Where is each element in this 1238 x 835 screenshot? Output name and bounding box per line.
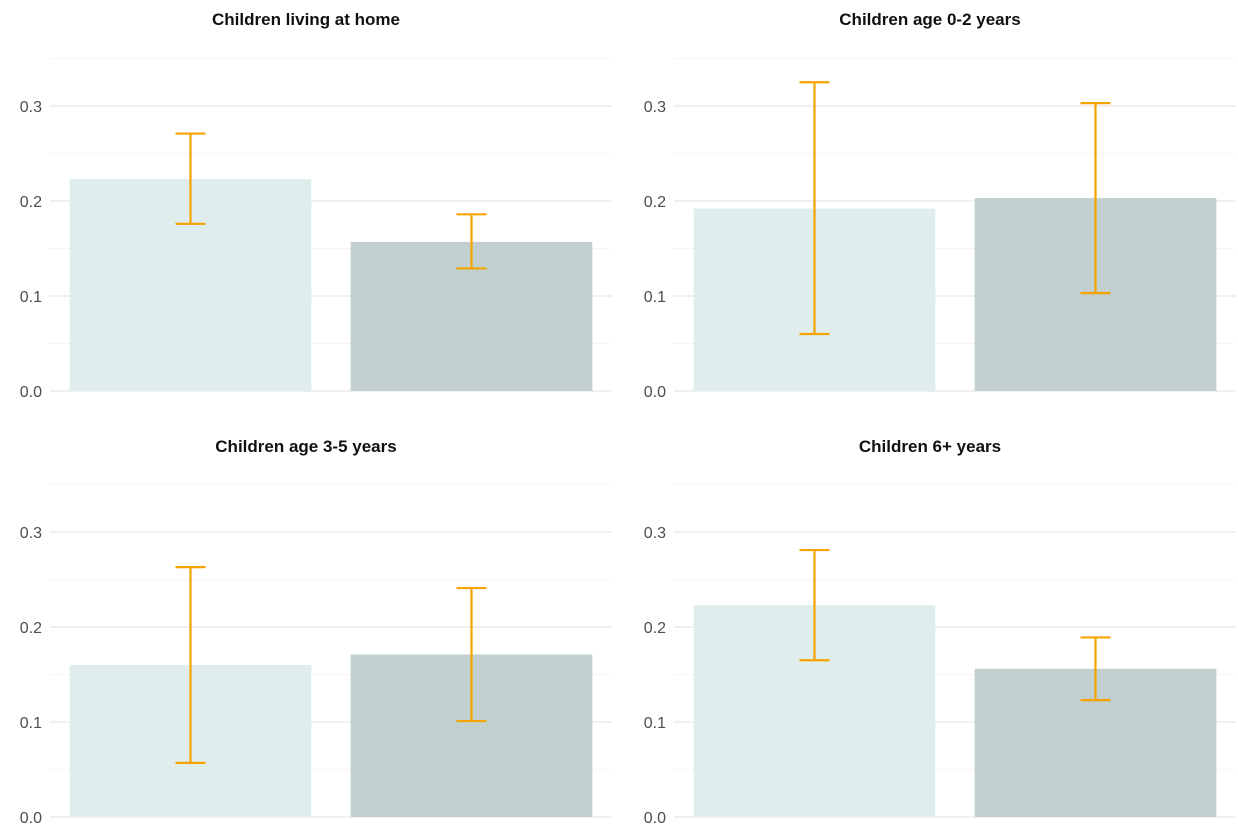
error-bar: [799, 548, 830, 662]
chart-panel: 0.0 0.1 0.2 0.3 Children living at home: [20, 10, 612, 401]
y-tick-label: 0.1: [20, 715, 42, 732]
y-tick-label: 0.0: [644, 810, 666, 827]
y-tick-label: 0.3: [644, 99, 666, 116]
panel-title: Children living at home: [212, 10, 400, 29]
error-bar: [1080, 636, 1111, 702]
y-tick-label: 0.2: [644, 620, 666, 637]
chart-panel: 0.0 0.1 0.2 0.3 Children 6+ years: [644, 437, 1236, 827]
y-tick-label: 0.3: [20, 525, 42, 542]
y-tick-label: 0.2: [644, 194, 666, 211]
error-bar: [456, 586, 487, 723]
error-bar: [799, 81, 830, 336]
y-tick-label: 0.1: [20, 289, 42, 306]
panel-title: Children age 0-2 years: [839, 10, 1020, 29]
error-bar: [175, 132, 206, 225]
y-tick-label: 0.1: [644, 715, 666, 732]
y-tick-label: 0.2: [20, 194, 42, 211]
y-tick-label: 0.0: [20, 384, 42, 401]
y-tick-label: 0.0: [644, 384, 666, 401]
error-bar: [1080, 102, 1111, 295]
y-tick-label: 0.3: [644, 525, 666, 542]
chart-panel: 0.0 0.1 0.2 0.3 Children age 0-2 years: [644, 10, 1236, 401]
error-bar: [175, 566, 206, 764]
error-bar: [456, 213, 487, 270]
y-tick-label: 0.1: [644, 289, 666, 306]
panel-title: Children age 3-5 years: [215, 437, 396, 456]
panel-title: Children 6+ years: [859, 437, 1001, 456]
y-tick-label: 0.2: [20, 620, 42, 637]
y-tick-label: 0.3: [20, 99, 42, 116]
y-tick-label: 0.0: [20, 810, 42, 827]
chart-panel: 0.0 0.1 0.2 0.3 Children age 3-5 years: [20, 437, 612, 827]
